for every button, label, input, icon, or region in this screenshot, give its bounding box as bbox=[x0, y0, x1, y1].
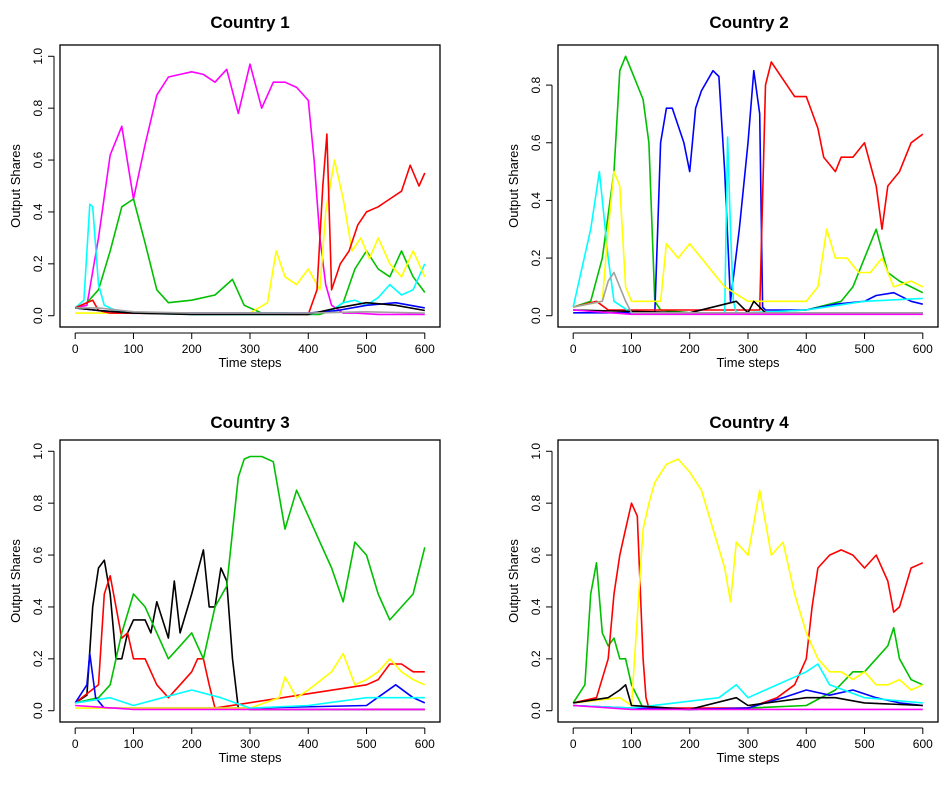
x-tick-label: 0 bbox=[72, 737, 79, 751]
y-axis-label: Output Shares bbox=[8, 539, 23, 623]
x-axis-label: Time steps bbox=[716, 355, 780, 370]
y-tick-label: 1.0 bbox=[31, 48, 45, 65]
x-tick-label: 300 bbox=[240, 737, 260, 751]
x-axis-label: Time steps bbox=[716, 750, 780, 765]
series-line-6 bbox=[75, 689, 425, 709]
x-tick-label: 500 bbox=[855, 737, 875, 751]
plot-frame bbox=[59, 439, 441, 723]
chart-title: Country 4 bbox=[709, 413, 789, 432]
x-tick-label: 400 bbox=[298, 342, 318, 356]
series-line-8 bbox=[75, 307, 425, 314]
series-line-1 bbox=[572, 55, 924, 314]
series-line-4 bbox=[75, 159, 426, 314]
x-tick-label: 400 bbox=[796, 737, 816, 751]
x-tick-label: 100 bbox=[621, 737, 641, 751]
chart-title: Country 3 bbox=[210, 413, 289, 432]
x-tick-label: 200 bbox=[182, 737, 202, 751]
series-line-1 bbox=[74, 549, 425, 711]
series-line-3 bbox=[573, 458, 924, 707]
y-tick-label: 0.4 bbox=[529, 598, 543, 615]
y-tick-label: 0.2 bbox=[31, 255, 45, 272]
y-tick-label: 0.6 bbox=[529, 134, 543, 151]
y-tick-label: 0.4 bbox=[31, 598, 45, 615]
plot-frame bbox=[557, 439, 939, 723]
x-tick-label: 500 bbox=[357, 737, 377, 751]
x-tick-label: 0 bbox=[570, 737, 577, 751]
y-tick-label: 0.8 bbox=[31, 495, 45, 512]
y-tick-label: 0.0 bbox=[529, 307, 543, 324]
y-tick-label: 0.6 bbox=[529, 546, 543, 563]
x-tick-label: 100 bbox=[123, 737, 143, 751]
y-tick-label: 0.8 bbox=[31, 100, 45, 117]
x-tick-label: 400 bbox=[298, 737, 318, 751]
y-tick-label: 0.2 bbox=[529, 650, 543, 667]
series-line-5 bbox=[74, 133, 426, 316]
series-line-4 bbox=[573, 689, 923, 711]
y-tick-label: 0.0 bbox=[31, 307, 45, 324]
series-line-2 bbox=[74, 198, 426, 316]
y-tick-label: 1.0 bbox=[529, 443, 543, 460]
chart-panel-1: Country 1 0 100 200 300 400 500 600 Time steps 0.… bbox=[8, 13, 441, 370]
x-tick-label: 100 bbox=[123, 342, 143, 356]
x-tick-label: 300 bbox=[738, 737, 758, 751]
y-axis-label: Output Shares bbox=[506, 144, 521, 228]
y-tick-label: 0.4 bbox=[529, 192, 543, 209]
series-line-2 bbox=[74, 574, 425, 709]
series-line-4 bbox=[572, 136, 923, 314]
series-line-7 bbox=[573, 704, 923, 711]
x-tick-label: 300 bbox=[240, 342, 260, 356]
plot-frame bbox=[557, 44, 939, 328]
y-tick-label: 0.0 bbox=[529, 702, 543, 719]
series-line-5 bbox=[75, 652, 426, 709]
x-axis-label: Time steps bbox=[218, 355, 282, 370]
series-line-5 bbox=[573, 663, 923, 709]
series-line-7 bbox=[75, 704, 425, 711]
series-line-6 bbox=[573, 683, 923, 711]
chart-title: Country 1 bbox=[210, 13, 289, 32]
x-tick-label: 600 bbox=[415, 342, 435, 356]
x-tick-label: 200 bbox=[182, 342, 202, 356]
x-tick-label: 0 bbox=[570, 342, 577, 356]
chart-panel-3: Country 3 0 100 200 300 400 500 600 Time steps 0.… bbox=[8, 413, 441, 765]
series-line-2 bbox=[573, 502, 924, 709]
y-tick-label: 0.0 bbox=[31, 702, 45, 719]
series-line-7 bbox=[75, 301, 425, 316]
series-line-7 bbox=[573, 309, 923, 316]
y-tick-label: 1.0 bbox=[31, 443, 45, 460]
x-tick-label: 200 bbox=[680, 737, 700, 751]
y-tick-label: 0.2 bbox=[31, 650, 45, 667]
series-line-3 bbox=[75, 455, 426, 704]
y-tick-label: 0.8 bbox=[529, 76, 543, 93]
series-line-5 bbox=[573, 170, 924, 308]
x-tick-label: 600 bbox=[913, 342, 933, 356]
x-tick-label: 400 bbox=[796, 342, 816, 356]
chart-title: Country 2 bbox=[709, 13, 788, 32]
y-tick-label: 0.4 bbox=[31, 203, 45, 220]
x-tick-label: 500 bbox=[855, 342, 875, 356]
plot-frame bbox=[59, 44, 441, 328]
x-tick-label: 500 bbox=[357, 342, 377, 356]
y-tick-label: 0.6 bbox=[31, 151, 45, 168]
chart-panel-4: Country 4 0 100 200 300 400 500 600 Time steps 0.… bbox=[506, 413, 939, 765]
x-tick-label: 0 bbox=[72, 342, 79, 356]
series-line-4 bbox=[74, 652, 426, 709]
series-line-8 bbox=[573, 271, 923, 314]
y-axis-label: Output Shares bbox=[8, 144, 23, 228]
x-tick-label: 600 bbox=[415, 737, 435, 751]
x-axis-label: Time steps bbox=[218, 750, 282, 765]
y-tick-label: 0.8 bbox=[529, 495, 543, 512]
x-tick-label: 100 bbox=[621, 342, 641, 356]
series-line-1 bbox=[75, 63, 425, 316]
y-axis-label: Output Shares bbox=[506, 539, 521, 623]
series-line-3 bbox=[573, 61, 924, 311]
chart-panel-2: Country 2 0 100 200 300 400 500 600 Time steps 0.… bbox=[506, 13, 939, 370]
x-tick-label: 600 bbox=[913, 737, 933, 751]
x-tick-label: 200 bbox=[680, 342, 700, 356]
y-tick-label: 0.2 bbox=[529, 249, 543, 266]
y-tick-label: 0.6 bbox=[31, 546, 45, 563]
x-tick-label: 300 bbox=[738, 342, 758, 356]
